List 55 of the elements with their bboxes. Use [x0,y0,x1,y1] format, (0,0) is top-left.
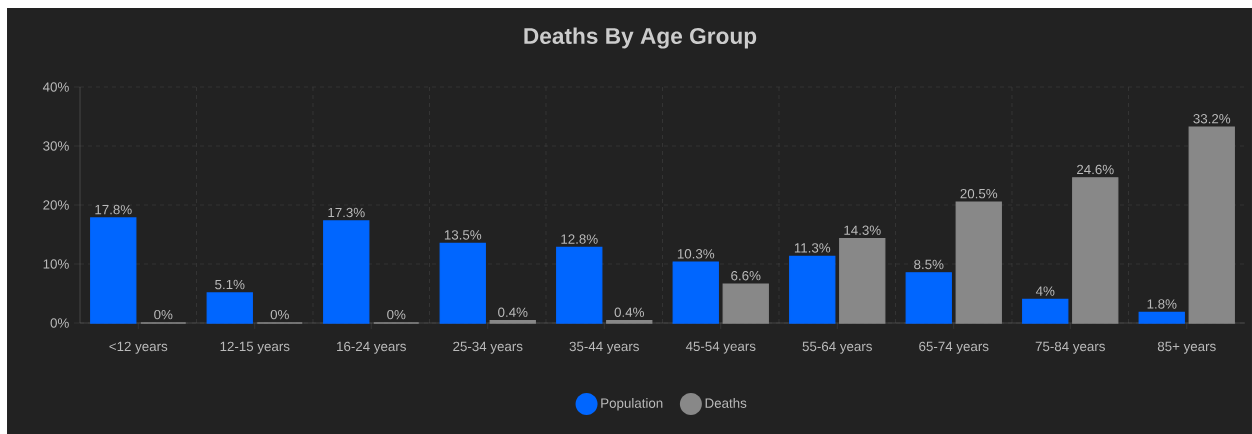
x-tick-label: 16-24 years [337,341,406,354]
data-label: 17.3% [328,207,365,218]
bar [672,261,719,324]
y-tick-label: 40% [42,82,69,92]
x-tick-label: 45-54 years [685,341,756,354]
data-label: 33.2% [1193,114,1231,124]
legend-label: Deaths [705,398,747,408]
bar [206,292,253,324]
data-label: 20.5% [960,188,998,199]
data-label: 0% [270,309,289,320]
data-label: 13.5% [444,230,482,240]
bar [955,201,1002,324]
x-tick-label: 75-84 years [1035,341,1105,354]
data-label: 17.8% [95,204,132,215]
bar [1188,126,1235,324]
x-tick-label: 55-64 years [802,341,872,354]
bar [323,220,370,324]
bar [90,217,137,324]
bar [439,242,486,324]
y-tick-label: 30% [43,141,69,151]
data-label: 0.4% [498,307,528,317]
x-tick-label: 85+ years [1157,341,1216,354]
bar [839,237,886,324]
bar [1072,177,1119,324]
data-label: 24.6% [1077,164,1114,175]
data-label: 6.6% [731,270,761,281]
bar [1022,298,1069,324]
data-label: 4% [1035,286,1055,296]
y-tick-label: 20% [43,200,69,210]
bar [722,283,769,324]
data-label: 14.3% [844,225,881,235]
bar [1138,311,1185,324]
x-tick-label: 12-15 years [220,341,290,354]
data-label: 5.1% [215,279,245,290]
data-label: 0.4% [614,307,644,317]
x-tick-label: 25-34 years [453,341,523,354]
data-label: 0% [154,309,173,320]
y-tick-label: 0% [50,318,69,328]
legend-label: Population [601,398,663,411]
x-tick-label: 35-44 years [569,341,639,354]
bar [606,319,653,324]
data-label: 1.8% [1147,299,1177,309]
bar [905,272,952,324]
chart-title: Deaths By Age Group [524,27,757,49]
bar [489,319,536,324]
bar [789,255,836,324]
x-tick-label: 65-74 years [919,341,989,354]
data-label: 0% [387,309,406,320]
data-label: 8.5% [914,259,944,270]
y-tick-label: 10% [43,259,69,269]
data-label: 12.8% [561,234,598,244]
data-label: 11.3% [794,243,831,253]
x-tick-label: <12 years [109,341,168,354]
bar [556,246,603,324]
data-label: 10.3% [677,249,715,259]
